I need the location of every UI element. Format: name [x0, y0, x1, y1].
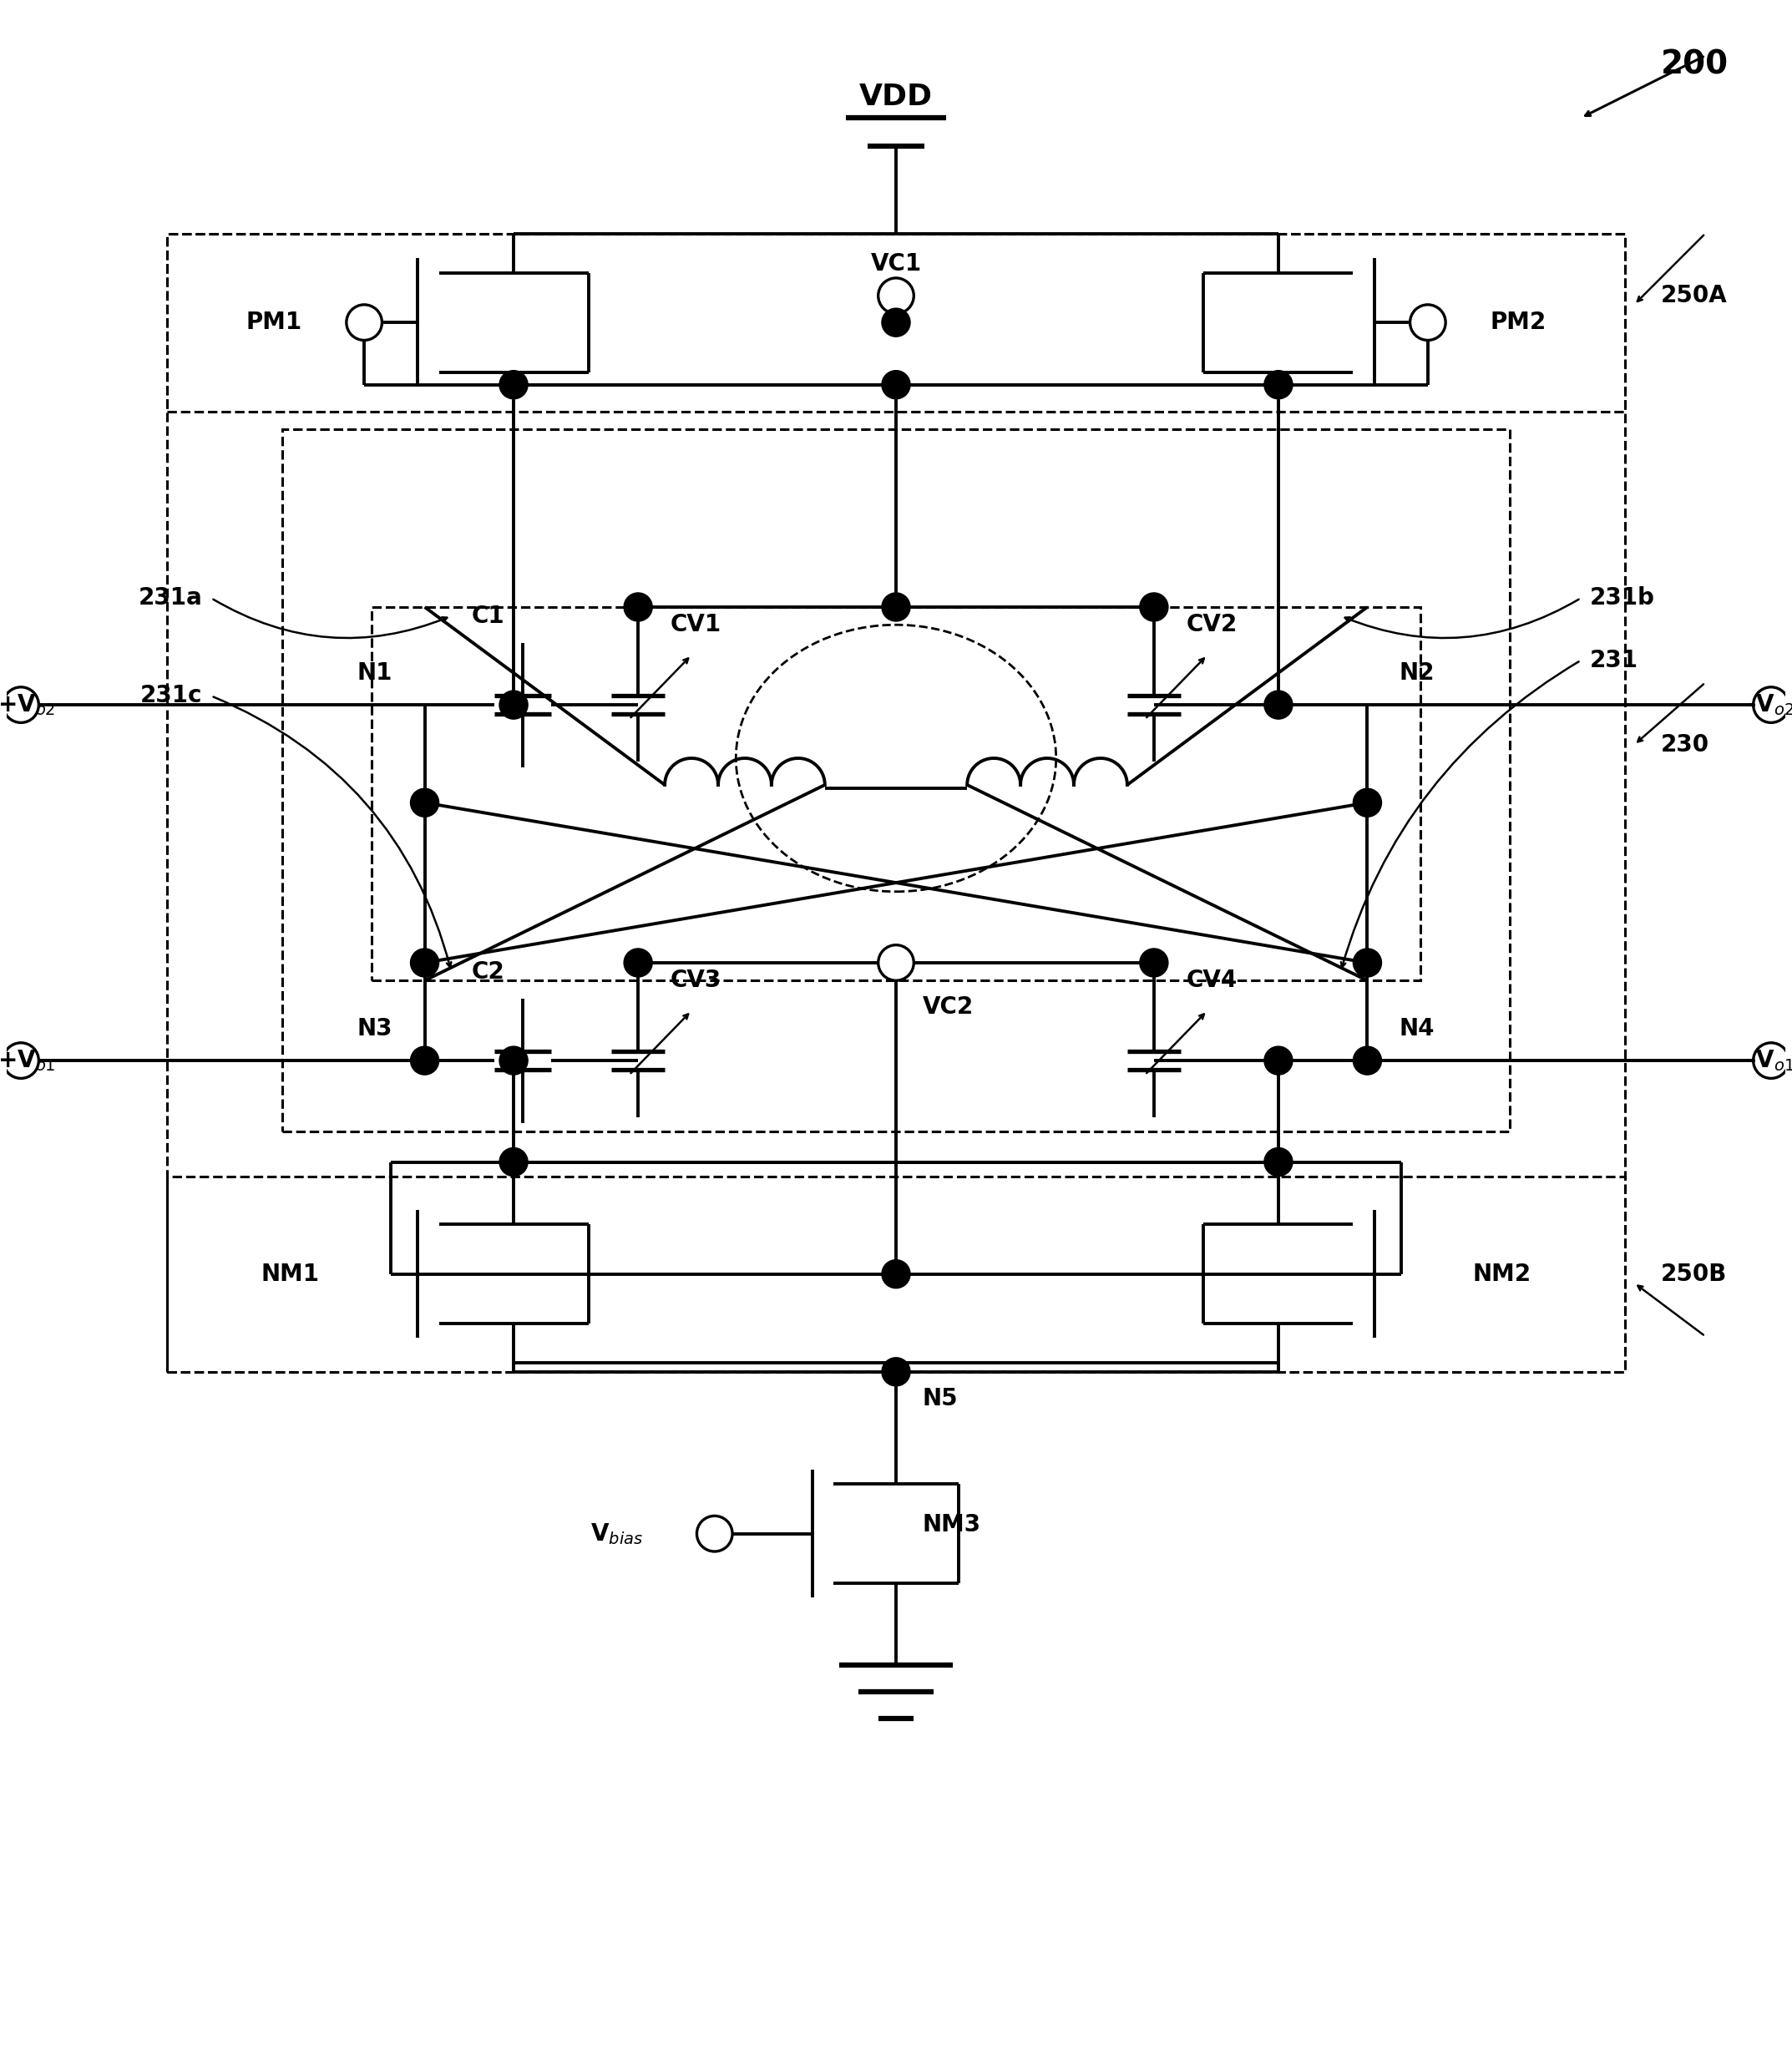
Text: C2: C2	[471, 959, 505, 984]
Text: NM2: NM2	[1473, 1263, 1530, 1285]
Text: +V$_{o1}$: +V$_{o1}$	[0, 1048, 56, 1072]
Text: PM2: PM2	[1491, 312, 1546, 334]
Text: 231: 231	[1590, 648, 1638, 672]
Text: PM1: PM1	[246, 312, 301, 334]
Bar	[167, 234, 1625, 412]
Text: V$_{bias}$: V$_{bias}$	[591, 1521, 643, 1546]
Bar	[371, 607, 1421, 980]
Text: N5: N5	[923, 1386, 959, 1410]
Text: N1: N1	[357, 662, 392, 685]
Circle shape	[1753, 1043, 1788, 1078]
Text: 230: 230	[1661, 734, 1710, 756]
Circle shape	[882, 1357, 910, 1386]
Circle shape	[4, 687, 39, 724]
Circle shape	[878, 279, 914, 314]
Circle shape	[1263, 371, 1292, 400]
Text: 231c: 231c	[140, 685, 202, 707]
Circle shape	[624, 592, 652, 621]
Text: -V$_{o2}$: -V$_{o2}$	[1745, 693, 1792, 718]
Text: N3: N3	[357, 1017, 392, 1039]
Circle shape	[1263, 691, 1292, 720]
Text: CV1: CV1	[670, 613, 720, 636]
Text: VC1: VC1	[871, 252, 921, 275]
Circle shape	[882, 1261, 910, 1287]
Circle shape	[1140, 949, 1168, 978]
Circle shape	[1410, 305, 1446, 340]
Text: VC2: VC2	[923, 996, 973, 1019]
Circle shape	[1753, 687, 1788, 724]
Circle shape	[410, 789, 439, 816]
Circle shape	[500, 1148, 529, 1177]
Circle shape	[500, 1046, 529, 1074]
Circle shape	[1140, 592, 1168, 621]
Text: N2: N2	[1400, 662, 1435, 685]
Text: 231b: 231b	[1590, 586, 1654, 609]
Circle shape	[697, 1515, 733, 1552]
Circle shape	[1263, 1046, 1292, 1074]
Text: VDD: VDD	[858, 82, 934, 111]
Text: -V$_{o1}$: -V$_{o1}$	[1745, 1048, 1792, 1072]
Circle shape	[410, 1046, 439, 1074]
Circle shape	[882, 308, 910, 336]
Text: NM3: NM3	[923, 1513, 982, 1535]
Circle shape	[624, 949, 652, 978]
Text: 231a: 231a	[138, 586, 202, 609]
Text: NM1: NM1	[262, 1263, 319, 1285]
Circle shape	[1353, 789, 1382, 816]
Circle shape	[500, 371, 529, 400]
Text: +V$_{o2}$: +V$_{o2}$	[0, 693, 56, 718]
Circle shape	[4, 1043, 39, 1078]
Circle shape	[346, 305, 382, 340]
Text: CV3: CV3	[670, 970, 720, 992]
Circle shape	[878, 945, 914, 980]
Text: CV2: CV2	[1186, 613, 1236, 636]
Circle shape	[1353, 949, 1382, 978]
Circle shape	[882, 371, 910, 400]
Circle shape	[500, 691, 529, 720]
Text: N4: N4	[1400, 1017, 1435, 1039]
Text: CV4: CV4	[1186, 970, 1236, 992]
Text: C1: C1	[471, 605, 505, 627]
Bar	[167, 234, 1625, 1371]
Text: 250A: 250A	[1661, 285, 1727, 307]
Text: 200: 200	[1661, 49, 1729, 80]
Circle shape	[882, 592, 910, 621]
Text: 250B: 250B	[1661, 1263, 1727, 1285]
Bar	[283, 428, 1509, 1132]
Circle shape	[410, 949, 439, 978]
Bar	[167, 1177, 1625, 1371]
Circle shape	[1263, 1148, 1292, 1177]
Circle shape	[1353, 1046, 1382, 1074]
